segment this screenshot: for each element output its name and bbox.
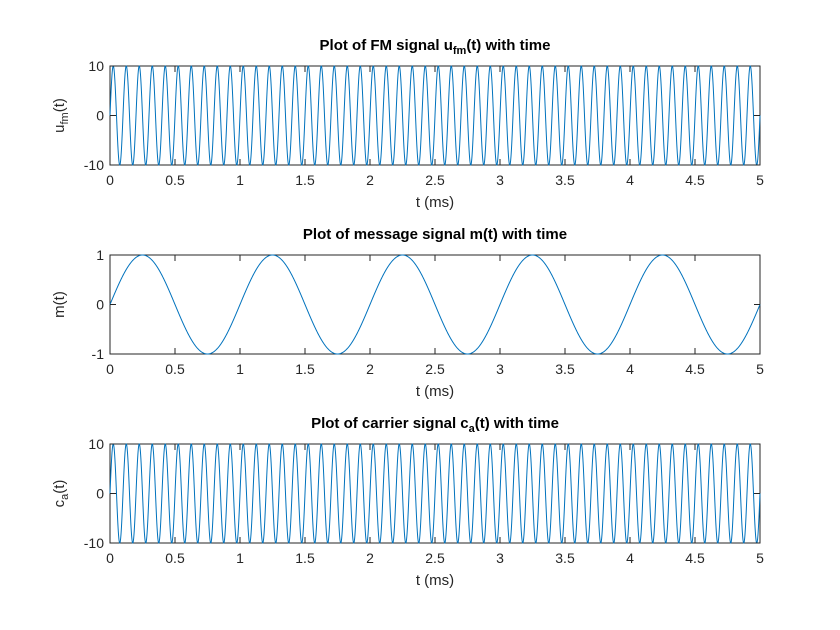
x-tick-label: 4.5 (685, 361, 705, 377)
y-axis-label-main: c (51, 499, 68, 507)
x-tick-label: 2.5 (425, 550, 445, 566)
y-tick-label: 0 (96, 486, 104, 502)
x-tick-label: 5 (756, 550, 764, 566)
x-tick-label: 4.5 (685, 172, 705, 188)
x-tick-label: 3.5 (555, 550, 575, 566)
x-tick-label: 3 (496, 550, 504, 566)
x-tick-label: 2 (366, 361, 374, 377)
x-tick-label: 0 (106, 550, 114, 566)
x-tick-label: 2.5 (425, 361, 445, 377)
y-tick-label: 10 (88, 436, 104, 452)
y-axis-label-subscript: a (59, 493, 71, 500)
x-tick-label: 3 (496, 172, 504, 188)
x-tick-label: 1.5 (295, 172, 315, 188)
x-tick-label: 3 (496, 361, 504, 377)
y-tick-label: -1 (92, 346, 105, 362)
chart-title-subscript: a (469, 423, 476, 435)
x-tick-label: 3.5 (555, 172, 575, 188)
y-axis-label: m(t) (51, 291, 68, 318)
x-tick-label: 2 (366, 550, 374, 566)
series-line (109, 443, 761, 544)
chart-title-main: Plot of carrier signal c (311, 415, 469, 432)
x-tick-label: 0.5 (165, 361, 185, 377)
series-line (109, 254, 761, 355)
x-tick-label: 4 (626, 550, 634, 566)
y-tick-label: 1 (96, 247, 104, 263)
y-tick-label: 0 (96, 297, 104, 313)
chart-title-suffix: (t) with time (466, 37, 550, 54)
x-axis-label: t (ms) (416, 194, 454, 211)
x-tick-label: 2 (366, 172, 374, 188)
y-tick-label: -10 (84, 157, 104, 173)
x-tick-label: 1.5 (295, 550, 315, 566)
series-line (109, 65, 761, 166)
x-tick-label: 4 (626, 172, 634, 188)
y-tick-label: 0 (96, 108, 104, 124)
y-axis-label-suffix: (t) (51, 480, 68, 494)
y-axis-label-main: u (51, 125, 68, 133)
chart-title-suffix: (t) with time (475, 415, 559, 432)
y-tick-label: 10 (88, 58, 104, 74)
x-tick-label: 0 (106, 361, 114, 377)
x-tick-label: 1.5 (295, 361, 315, 377)
chart-title-subscript: fm (453, 45, 467, 57)
x-tick-label: 1 (236, 361, 244, 377)
y-axis-label-main: m(t) (51, 291, 68, 318)
chart-title: Plot of carrier signal ca(t) with time (311, 415, 559, 435)
y-axis-label: ca(t) (51, 480, 71, 508)
x-tick-label: 2.5 (425, 172, 445, 188)
x-tick-label: 0.5 (165, 550, 185, 566)
y-axis-label-subscript: fm (59, 112, 71, 124)
x-tick-label: 5 (756, 361, 764, 377)
chart-title-main: Plot of FM signal u (320, 37, 453, 54)
x-tick-label: 0.5 (165, 172, 185, 188)
x-tick-label: 4.5 (685, 550, 705, 566)
x-tick-label: 0 (106, 172, 114, 188)
x-tick-label: 5 (756, 172, 764, 188)
x-axis-label: t (ms) (416, 383, 454, 400)
chart-title: Plot of FM signal ufm(t) with time (320, 37, 551, 57)
y-axis-label: ufm(t) (51, 98, 71, 133)
x-tick-label: 1 (236, 550, 244, 566)
y-axis-label-suffix: (t) (51, 98, 68, 112)
chart-title-main: Plot of message signal m(t) with time (303, 226, 567, 243)
chart-title: Plot of message signal m(t) with time (303, 226, 567, 243)
y-tick-label: -10 (84, 535, 104, 551)
x-tick-label: 1 (236, 172, 244, 188)
x-tick-label: 4 (626, 361, 634, 377)
x-axis-label: t (ms) (416, 572, 454, 589)
x-tick-label: 3.5 (555, 361, 575, 377)
